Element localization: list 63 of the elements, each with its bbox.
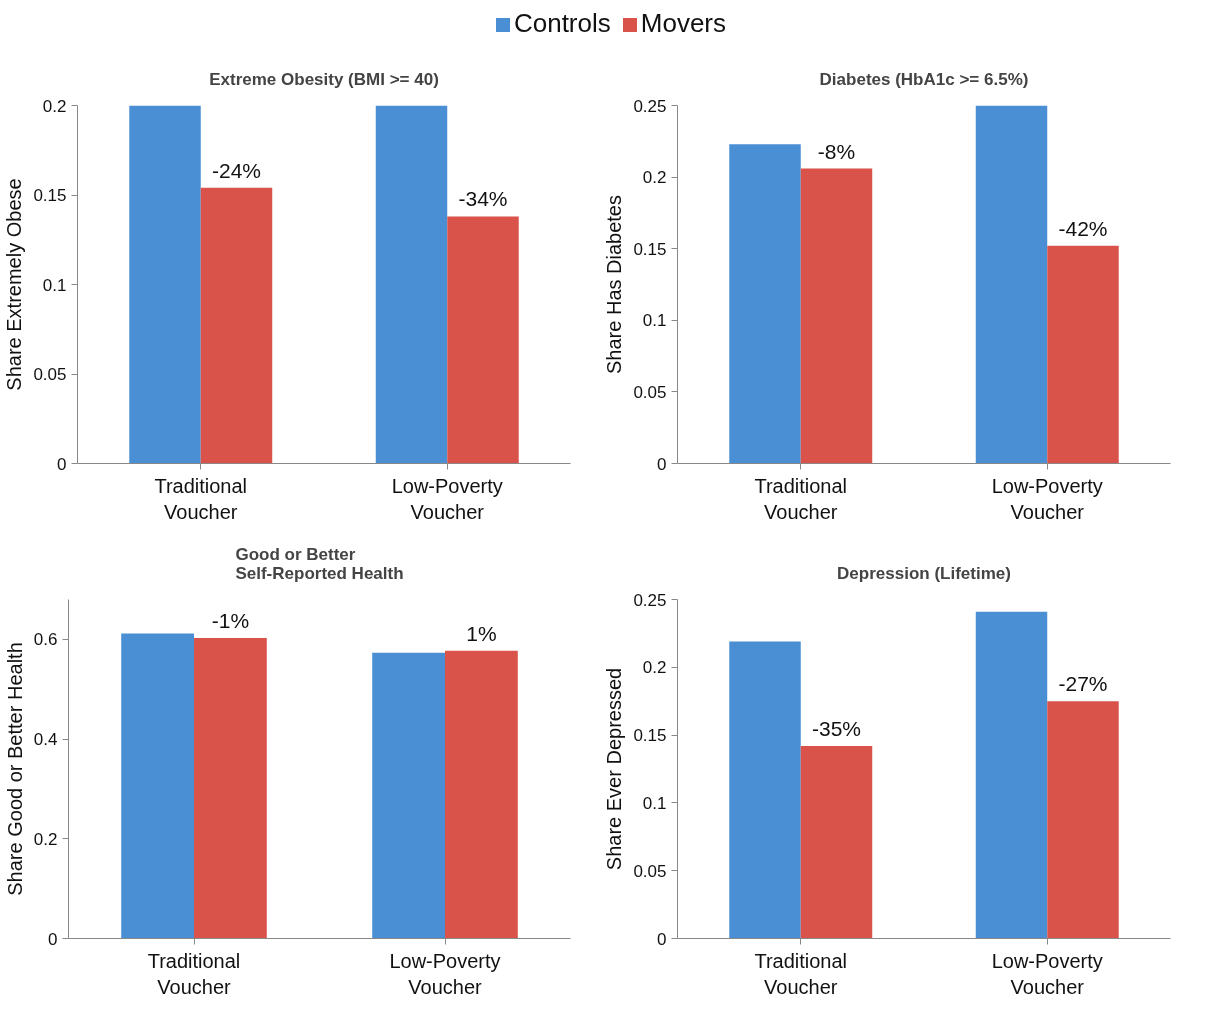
y-tick-label: 0.25 (633, 590, 667, 610)
bar (800, 168, 873, 464)
y-tick-label: 0.2 (42, 96, 67, 116)
y-tick-label: 0.1 (642, 793, 667, 813)
x-tick-label: Low-Poverty Voucher (991, 949, 1103, 998)
y-tick-label: 0.05 (633, 382, 667, 402)
y-tick-label: 0 (57, 454, 67, 474)
y-axis-title: Share Good or Better Health (3, 642, 26, 896)
bar (729, 144, 801, 464)
bar (129, 105, 201, 464)
bar (975, 105, 1048, 464)
x-tick-label: Traditional Voucher (754, 474, 848, 523)
x-tick-label: Low-Poverty Voucher (389, 949, 501, 998)
bar (1047, 245, 1119, 464)
bar (372, 652, 445, 939)
y-tick-label: 0.15 (633, 239, 667, 259)
bar (445, 650, 518, 939)
annotation: -42% (1058, 216, 1108, 240)
y-tick-label: 0.2 (642, 168, 667, 188)
y-tick-label: 0.05 (633, 861, 667, 881)
y-axis-title: Share Extremely Obese (3, 178, 26, 391)
annotation: -24% (211, 158, 262, 182)
bar (975, 611, 1048, 939)
y-tick-label: 0.6 (33, 630, 58, 650)
y-tick-label: 0.1 (42, 275, 67, 295)
bar (729, 641, 801, 939)
annotation: -8% (817, 139, 856, 163)
chart-title: Good or Better Self-Reported Health (235, 544, 404, 583)
y-tick-label: 0.15 (633, 726, 667, 746)
bar (375, 105, 448, 464)
x-tick-label: Traditional Voucher (147, 949, 241, 998)
annotation: -27% (1058, 672, 1108, 696)
annotation: -1% (211, 608, 250, 632)
bar (200, 187, 273, 464)
bar (447, 216, 519, 464)
chart-title: Extreme Obesity (BMI >= 40) (209, 69, 439, 89)
x-tick-label: Traditional Voucher (154, 474, 248, 523)
x-tick-label: Low-Poverty Voucher (391, 474, 503, 523)
y-tick-label: 0.2 (642, 658, 667, 678)
y-tick-label: 0 (657, 929, 667, 949)
y-tick-label: 0.15 (33, 186, 67, 205)
y-axis-title: Share Ever Depressed (603, 667, 626, 871)
legend-label: Movers (640, 8, 727, 38)
y-tick-label: 0.1 (642, 311, 667, 331)
y-tick-label: 0 (48, 929, 58, 949)
y-tick-label: 0.2 (33, 829, 58, 849)
y-tick-label: 0.4 (33, 730, 58, 750)
chart-title: Depression (Lifetime) (837, 563, 1011, 583)
y-tick-label: 0.25 (633, 96, 667, 116)
legend-label: Controls (513, 8, 611, 38)
annotation: -34% (458, 187, 508, 211)
bar (194, 637, 267, 939)
x-tick-label: Traditional Voucher (754, 949, 848, 998)
annotation: 1% (466, 621, 497, 645)
chart-title: Diabetes (HbA1c >= 6.5%) (819, 69, 1029, 89)
x-tick-label: Low-Poverty Voucher (991, 474, 1103, 523)
y-axis-title: Share Has Diabetes (603, 195, 626, 374)
bar (800, 745, 873, 939)
bar (121, 633, 194, 939)
y-tick-label: 0.05 (33, 365, 67, 384)
bar (1047, 701, 1119, 939)
y-tick-label: 0 (657, 454, 667, 474)
annotation: -35% (811, 716, 862, 740)
